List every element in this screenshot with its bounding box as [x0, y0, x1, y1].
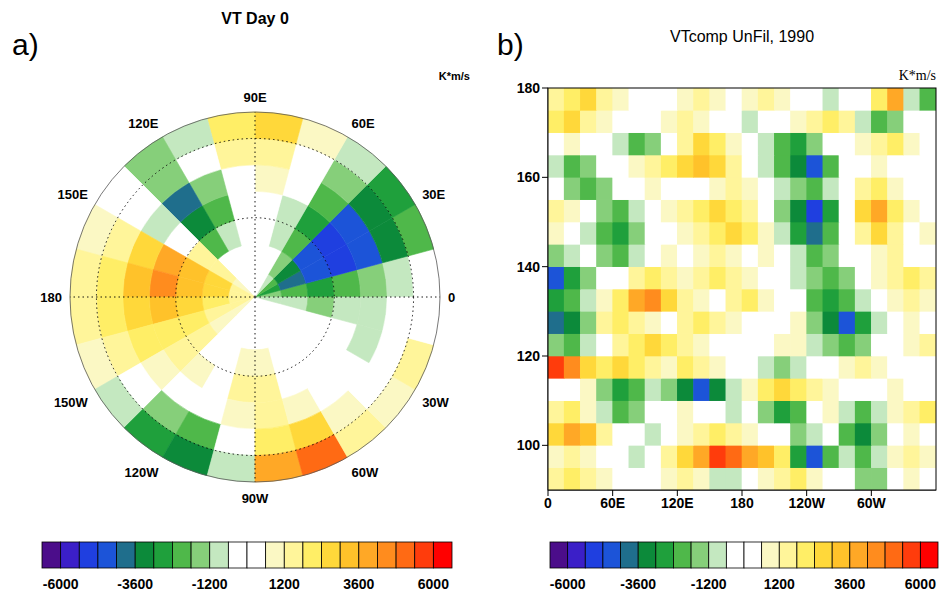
- svg-text:30W: 30W: [422, 395, 449, 410]
- svg-text:3600: 3600: [343, 576, 374, 592]
- svg-text:VTcomp UnFil, 1990: VTcomp UnFil, 1990: [670, 28, 814, 45]
- svg-text:K*m/s: K*m/s: [439, 70, 470, 82]
- svg-text:90E: 90E: [243, 90, 266, 105]
- svg-text:-1200: -1200: [691, 576, 727, 592]
- svg-text:90W: 90W: [242, 491, 269, 506]
- svg-text:-6000: -6000: [43, 576, 79, 592]
- svg-text:30E: 30E: [422, 187, 445, 202]
- svg-text:140: 140: [517, 259, 541, 275]
- svg-text:a): a): [12, 28, 39, 61]
- svg-text:-3600: -3600: [620, 576, 656, 592]
- svg-text:60W: 60W: [352, 465, 379, 480]
- svg-text:120: 120: [517, 348, 541, 364]
- svg-text:150W: 150W: [54, 395, 89, 410]
- svg-text:-6000: -6000: [550, 576, 586, 592]
- svg-text:120W: 120W: [788, 495, 825, 511]
- svg-text:100: 100: [517, 437, 541, 453]
- svg-text:b): b): [497, 28, 524, 61]
- svg-text:0: 0: [544, 495, 552, 511]
- svg-text:60E: 60E: [600, 495, 625, 511]
- svg-text:-3600: -3600: [117, 576, 153, 592]
- svg-text:180: 180: [730, 495, 754, 511]
- svg-text:60W: 60W: [857, 495, 887, 511]
- svg-text:3600: 3600: [834, 576, 865, 592]
- svg-text:60E: 60E: [352, 116, 375, 131]
- svg-text:1200: 1200: [269, 576, 300, 592]
- svg-text:120E: 120E: [128, 116, 159, 131]
- svg-text:-1200: -1200: [192, 576, 228, 592]
- svg-text:VT Day 0: VT Day 0: [221, 10, 289, 27]
- svg-text:160: 160: [517, 169, 541, 185]
- svg-text:6000: 6000: [418, 576, 449, 592]
- svg-text:6000: 6000: [905, 576, 936, 592]
- svg-text:120E: 120E: [661, 495, 694, 511]
- svg-text:180: 180: [40, 290, 62, 305]
- svg-text:K*m/s: K*m/s: [899, 68, 936, 83]
- svg-text:1200: 1200: [764, 576, 795, 592]
- svg-text:120W: 120W: [125, 465, 160, 480]
- svg-text:150E: 150E: [57, 187, 88, 202]
- svg-text:180: 180: [517, 80, 541, 96]
- svg-text:0: 0: [448, 290, 455, 305]
